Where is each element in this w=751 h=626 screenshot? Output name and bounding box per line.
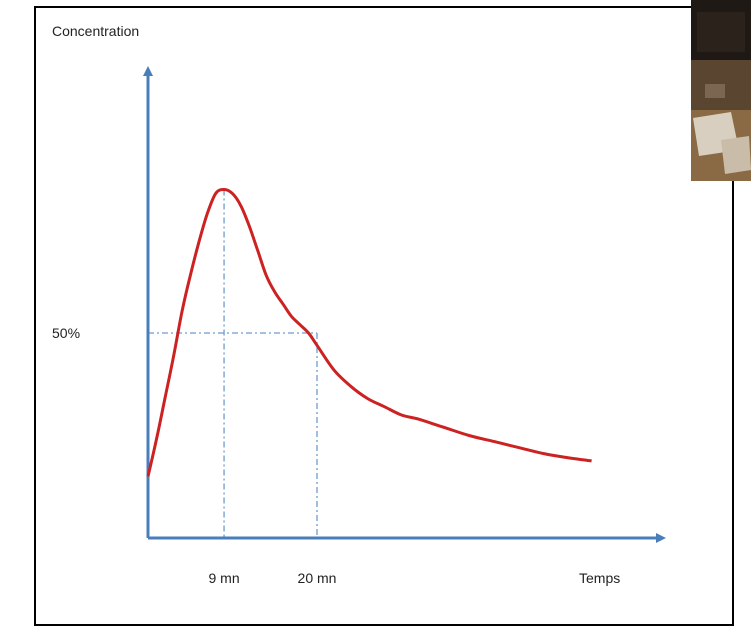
photo-thumbnail (691, 0, 751, 181)
y-axis-label: Concentration (52, 23, 139, 39)
x-axis-label: Temps (579, 570, 620, 586)
y-tick-label: 50% (52, 325, 80, 341)
x-tick-label: 20 mn (298, 570, 337, 586)
guide-lines (148, 189, 318, 538)
chart-frame (34, 6, 734, 626)
tick-labels: 9 mn 20 mn 50% (52, 325, 336, 586)
concentration-chart: 9 mn 20 mn 50% Concentration Temps (52, 23, 666, 586)
x-tick-label: 9 mn (208, 570, 239, 586)
concentration-curve (146, 188, 592, 477)
